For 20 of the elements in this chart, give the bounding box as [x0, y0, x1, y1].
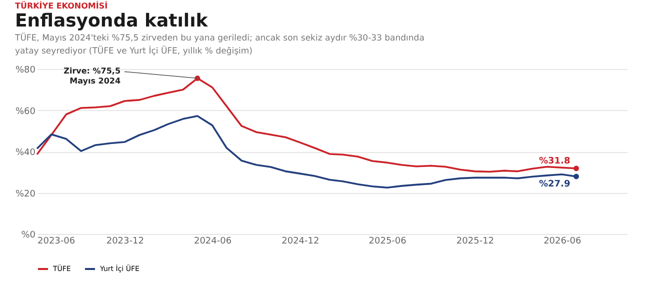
y-tick-label: %80 [15, 66, 36, 76]
x-tick-label: 2025-06 [368, 236, 407, 246]
x-tick-label: 2023-12 [106, 236, 144, 246]
chart-title: Enflasyonda katılık [14, 10, 209, 32]
y-tick-label: %60 [15, 106, 36, 117]
chart-subtitle: TÜFE, Mayıs 2024'teki %75,5 zirveden bu yana geriledi; ancak son sekiz aydır %30-33 bandında yatay seyrediyor (TÜFE ve Yurt İçi ÜFE, yıllık % değişim) [14, 32, 424, 56]
text: TÜRKİYE EKONOMİSİ [14, 0, 108, 10]
point [574, 174, 579, 180]
x-tick-label: 2024-06 [194, 236, 232, 246]
x-tick-label: 2026-06 [544, 236, 582, 246]
y-tick-label: %0 [21, 230, 36, 240]
y-tick-label: %20 [15, 189, 36, 200]
x-tick-label: 2023-06 [38, 236, 76, 246]
annotation: %31.8 [539, 156, 570, 166]
point [574, 166, 579, 172]
annotation: %27.9 [539, 179, 570, 190]
annotation: Zirve: %75,5 Mayıs 2024 [64, 66, 121, 86]
x-tick-label: 2025-12 [456, 236, 494, 246]
x-tick-label: 2024-12 [282, 236, 320, 246]
y-tick-label: %40 [15, 148, 36, 158]
